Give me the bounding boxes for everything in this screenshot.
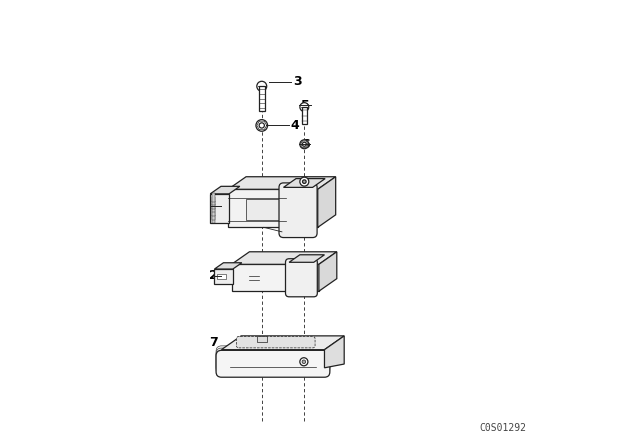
Text: 1: 1 bbox=[209, 199, 218, 213]
Bar bbox=[214, 269, 233, 284]
Text: 7: 7 bbox=[209, 336, 218, 349]
Bar bbox=[212, 201, 215, 209]
Circle shape bbox=[303, 180, 306, 183]
Polygon shape bbox=[214, 263, 242, 269]
Polygon shape bbox=[228, 177, 336, 189]
Bar bbox=[212, 208, 215, 216]
Polygon shape bbox=[289, 255, 324, 263]
Polygon shape bbox=[232, 264, 319, 291]
Bar bbox=[212, 211, 215, 220]
Circle shape bbox=[300, 103, 308, 112]
Circle shape bbox=[300, 358, 308, 366]
Text: 6: 6 bbox=[301, 138, 310, 151]
FancyBboxPatch shape bbox=[216, 346, 330, 373]
Text: 2: 2 bbox=[209, 269, 218, 282]
Bar bbox=[302, 107, 307, 124]
Polygon shape bbox=[232, 252, 337, 264]
Bar bbox=[212, 204, 215, 212]
Bar bbox=[257, 336, 267, 342]
Polygon shape bbox=[221, 336, 344, 349]
FancyBboxPatch shape bbox=[285, 259, 317, 297]
Circle shape bbox=[302, 360, 306, 364]
Text: db: db bbox=[284, 276, 293, 282]
FancyBboxPatch shape bbox=[236, 336, 315, 348]
Polygon shape bbox=[324, 336, 344, 368]
Circle shape bbox=[256, 120, 268, 131]
Bar bbox=[212, 197, 215, 205]
Text: 4: 4 bbox=[291, 119, 300, 132]
Bar bbox=[212, 194, 215, 202]
Circle shape bbox=[300, 140, 309, 149]
Bar bbox=[246, 199, 282, 220]
Text: C0S01292: C0S01292 bbox=[479, 423, 526, 433]
Bar bbox=[259, 86, 265, 111]
Bar bbox=[212, 215, 215, 223]
Polygon shape bbox=[211, 186, 240, 194]
FancyBboxPatch shape bbox=[216, 350, 330, 377]
Circle shape bbox=[259, 123, 264, 128]
FancyBboxPatch shape bbox=[216, 348, 330, 375]
Circle shape bbox=[257, 81, 267, 91]
Bar bbox=[217, 274, 226, 279]
Polygon shape bbox=[284, 179, 325, 187]
Text: 5: 5 bbox=[301, 99, 310, 112]
Polygon shape bbox=[317, 177, 336, 228]
Polygon shape bbox=[319, 252, 337, 291]
Polygon shape bbox=[228, 189, 317, 228]
Circle shape bbox=[302, 142, 307, 146]
Circle shape bbox=[300, 177, 309, 186]
Bar bbox=[211, 194, 229, 223]
FancyBboxPatch shape bbox=[279, 183, 317, 237]
Text: 3: 3 bbox=[293, 75, 301, 88]
